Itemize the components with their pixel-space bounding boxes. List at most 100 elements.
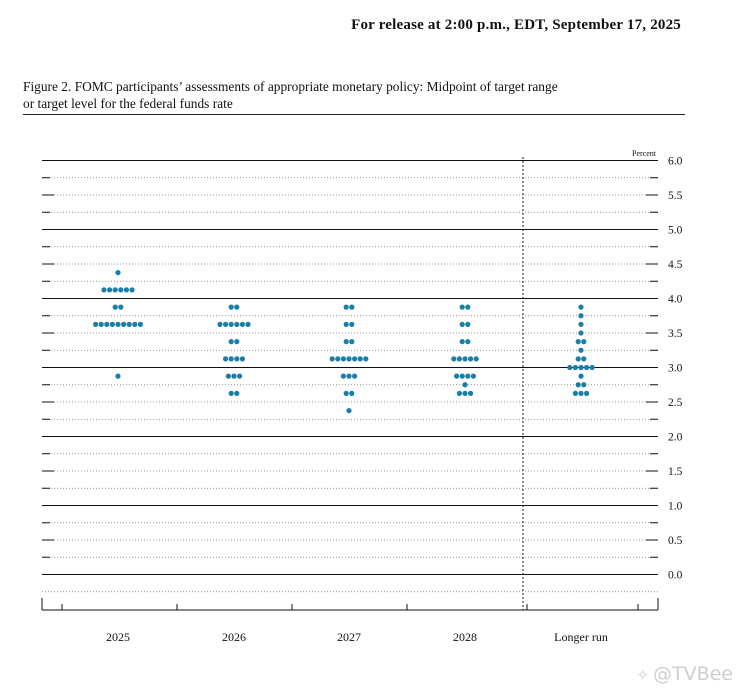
dot: [572, 364, 579, 371]
dot: [112, 287, 118, 293]
dot: [578, 304, 584, 310]
dot: [228, 304, 234, 310]
dot: [349, 339, 355, 345]
dot: [335, 356, 341, 362]
dot: [572, 390, 579, 396]
dot: [349, 321, 355, 327]
dot: [346, 356, 352, 362]
dot: [343, 304, 349, 310]
figure-caption-line-1: Figure 2. FOMC participants’ assessments…: [23, 79, 558, 94]
dot: [225, 373, 231, 379]
dot: [462, 390, 468, 396]
dot: [109, 321, 115, 327]
dot: [578, 373, 584, 379]
dot: [468, 356, 474, 362]
dot: [329, 356, 335, 362]
dot: [578, 390, 584, 396]
release-time-header: For release at 2:00 p.m., EDT, September…: [351, 17, 681, 33]
dot: [234, 356, 240, 362]
y-tick-label: 2.0: [668, 432, 683, 444]
dot: [115, 373, 121, 379]
dot: [118, 287, 124, 293]
dot: [352, 373, 358, 379]
dot: [121, 321, 127, 327]
y-axis: 6.0 5.5 5.0 4.5 4.0 3.5 3.0 2.5 2.0 1.5 1.0 0.5 0.0 P…: [42, 149, 683, 582]
dot: [343, 390, 349, 396]
dot: [231, 373, 237, 379]
figure-caption: Figure 2. FOMC participants’ assessments…: [23, 78, 663, 112]
unit-label: Percent: [632, 149, 657, 158]
dot: [239, 321, 245, 327]
y-tick-label: 1.5: [668, 466, 683, 478]
dot: [346, 408, 352, 414]
dot: [137, 321, 143, 327]
dot: [126, 321, 132, 327]
dot: [584, 364, 590, 371]
dot: [101, 287, 107, 293]
dot: [228, 321, 234, 327]
dot: [459, 304, 465, 310]
dot: [575, 339, 581, 345]
y-tick-label: 4.5: [668, 259, 683, 271]
dot: [459, 339, 465, 345]
dot: [456, 390, 462, 396]
dot: [578, 364, 584, 371]
dot: [459, 321, 465, 327]
dot: [363, 356, 369, 362]
y-tick-label: 2.5: [668, 397, 683, 409]
y-tick-label: 5.0: [668, 225, 683, 237]
dot: [346, 373, 352, 379]
dot: [581, 339, 587, 345]
y-tick-label: 0.5: [668, 535, 683, 547]
dot: [578, 321, 584, 327]
dot: [115, 321, 121, 327]
dot: [223, 321, 229, 327]
dot: [352, 356, 358, 362]
dot: [132, 321, 138, 327]
y-tick-label: 5.5: [668, 190, 683, 202]
dot: [237, 373, 243, 379]
watermark: ✧ @TVBee: [636, 663, 733, 685]
dot: [468, 390, 474, 396]
dot: [340, 373, 346, 379]
dot: [473, 356, 479, 362]
dot: [349, 390, 355, 396]
dot: [234, 321, 240, 327]
dot: [465, 321, 471, 327]
x-tick-label: 2028: [453, 630, 477, 644]
dot: [462, 382, 468, 388]
x-axis: 2025 2026 2027 2028 Longer run: [41, 598, 659, 644]
dot: [349, 304, 355, 310]
dot: [584, 390, 590, 396]
dot: [465, 304, 471, 310]
dot: [98, 321, 104, 327]
dot: [454, 373, 460, 379]
dot: [575, 356, 581, 362]
dot: [343, 339, 349, 345]
dot: [234, 304, 240, 310]
dot: [589, 364, 595, 371]
dot: [245, 321, 251, 327]
x-tick-label: 2026: [222, 630, 246, 644]
watermark-text: @TVBee: [652, 663, 733, 685]
dot: [465, 339, 471, 345]
dot: [234, 390, 240, 396]
caption-rule: [23, 114, 685, 115]
dot: [223, 356, 229, 362]
y-tick-label: 4.0: [668, 294, 683, 306]
y-tick-label: 3.5: [668, 328, 683, 340]
dot: [459, 373, 465, 379]
dot: [107, 287, 113, 293]
dot: [578, 313, 584, 319]
dot: [104, 321, 110, 327]
x-tick-label: 2025: [106, 630, 130, 644]
dot: [340, 356, 346, 362]
dot: [451, 356, 457, 362]
dot: [217, 321, 223, 327]
bee-logo-icon: ✧: [636, 666, 649, 684]
dot: [228, 339, 234, 345]
y-tick-label: 1.0: [668, 501, 683, 513]
dot: [112, 304, 118, 310]
dot: [93, 321, 99, 327]
